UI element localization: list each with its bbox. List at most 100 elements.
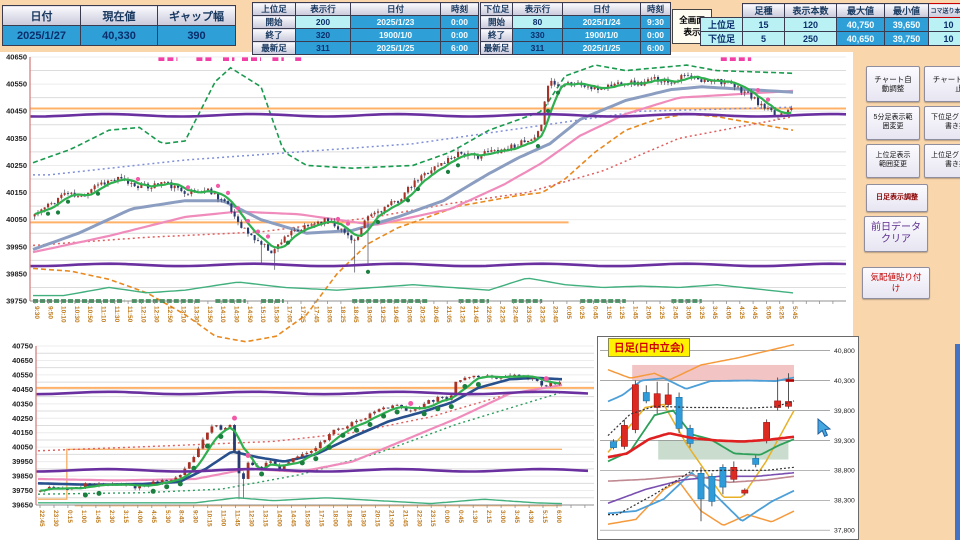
svg-text:18:25: 18:25 xyxy=(339,306,346,323)
svg-text:40550: 40550 xyxy=(6,80,27,89)
svg-text:39850: 39850 xyxy=(6,269,27,278)
svg-text:3:00: 3:00 xyxy=(499,510,506,523)
lower-title: 下位足 xyxy=(480,2,513,16)
svg-text:39,300: 39,300 xyxy=(834,438,855,445)
svg-text:1:30: 1:30 xyxy=(471,510,478,523)
lower-end-time: 0:00 xyxy=(640,28,671,42)
svg-text:13:15: 13:15 xyxy=(262,510,269,527)
svg-text:12:30: 12:30 xyxy=(248,510,255,527)
chart-auto-adjust-button[interactable]: チャート自動調整 xyxy=(866,66,920,102)
svg-text:21:05: 21:05 xyxy=(445,306,452,323)
redraw-upper-button[interactable]: 上位足グラフ表示書き換え xyxy=(924,144,960,178)
daily-chart-title: 日足(日中立会) xyxy=(608,338,690,357)
upper-start-time: 0:00 xyxy=(440,15,479,29)
col-header: 表示行 xyxy=(512,2,563,16)
col-header: 足種 xyxy=(742,3,785,18)
svg-text:5:45: 5:45 xyxy=(791,306,798,319)
svg-text:1:00: 1:00 xyxy=(80,510,87,523)
row-label: 最新足 xyxy=(480,41,513,55)
info-table: 日付 現在値 ギャップ幅 2025/1/27 40,330 390 xyxy=(2,5,236,46)
svg-text:40,800: 40,800 xyxy=(834,348,855,355)
svg-text:12:10: 12:10 xyxy=(139,306,146,323)
svg-text:2:30: 2:30 xyxy=(108,510,115,523)
chart-auto-stop-button[interactable]: チャート自動停止 xyxy=(924,66,960,102)
range-5min-button[interactable]: 5分足表示範囲変更 xyxy=(866,106,920,140)
svg-text:19:05: 19:05 xyxy=(366,306,373,323)
svg-text:3:05: 3:05 xyxy=(685,306,692,319)
upper-latest-date: 2025/1/25 xyxy=(350,41,441,55)
svg-text:13:30: 13:30 xyxy=(193,306,200,323)
col-header: 日付 xyxy=(562,2,641,16)
prev-day-clear-button[interactable]: 前日データ クリア xyxy=(864,216,928,252)
range-upper-button[interactable]: 上位足表示範囲変更 xyxy=(866,144,920,178)
svg-text:11:50: 11:50 xyxy=(126,306,133,323)
svg-text:0:45: 0:45 xyxy=(457,510,464,523)
upper-koma: 10 xyxy=(928,17,960,32)
svg-text:9:50: 9:50 xyxy=(46,306,53,319)
col-header: 時刻 xyxy=(640,2,671,16)
svg-text:39650: 39650 xyxy=(12,501,33,510)
redraw-lower-button[interactable]: 下位足グラフ表示書き換え xyxy=(924,106,960,140)
col-header-koma: コマ送り本数 xyxy=(928,3,960,18)
lower-bar-type: 5 xyxy=(742,31,785,46)
svg-text:5:05: 5:05 xyxy=(764,306,771,319)
svg-text:4:45: 4:45 xyxy=(150,510,157,523)
svg-text:10:10: 10:10 xyxy=(60,306,67,323)
svg-text:40,300: 40,300 xyxy=(834,378,855,385)
svg-text:40350: 40350 xyxy=(6,134,27,143)
col-header: 最小値 xyxy=(884,3,929,18)
mouse-cursor-icon xyxy=(817,418,832,437)
svg-text:40150: 40150 xyxy=(6,188,27,197)
svg-text:15:30: 15:30 xyxy=(272,306,279,323)
lower-end-date: 1900/1/0 xyxy=(562,28,641,42)
svg-text:11:00: 11:00 xyxy=(220,510,227,527)
svg-text:39850: 39850 xyxy=(12,472,33,481)
svg-text:9:30: 9:30 xyxy=(33,306,40,319)
svg-text:23:05: 23:05 xyxy=(525,306,532,323)
upper-start-row: 200 xyxy=(295,15,351,29)
lower-latest-date: 2025/1/25 xyxy=(562,41,641,55)
svg-text:22:05: 22:05 xyxy=(485,306,492,323)
upper-start-date: 2025/1/23 xyxy=(350,15,441,29)
lower-bar-count: 250 xyxy=(784,31,837,46)
svg-text:22:25: 22:25 xyxy=(498,306,505,323)
svg-text:39950: 39950 xyxy=(12,457,33,466)
svg-text:40050: 40050 xyxy=(6,215,27,224)
lower-start-row: 80 xyxy=(512,15,563,29)
svg-text:14:00: 14:00 xyxy=(276,510,283,527)
daily-adjust-button[interactable]: 日足表示調整 xyxy=(866,184,928,212)
fifteen-min-chart: 40750 40650 40550 40450 40350 40250 40150 40050… xyxy=(12,342,594,527)
svg-text:13:50: 13:50 xyxy=(206,306,213,323)
svg-text:23:15: 23:15 xyxy=(429,510,436,527)
svg-text:19:45: 19:45 xyxy=(392,306,399,323)
svg-text:5:15: 5:15 xyxy=(541,510,548,523)
lower-koma: 10 xyxy=(928,31,960,46)
svg-text:11:10: 11:10 xyxy=(100,306,107,323)
svg-text:38,800: 38,800 xyxy=(834,468,855,475)
svg-text:18:45: 18:45 xyxy=(352,306,359,323)
svg-text:40650: 40650 xyxy=(6,53,27,62)
col-header: 最大値 xyxy=(836,3,885,18)
svg-text:3:45: 3:45 xyxy=(513,510,520,523)
col-header: 日付 xyxy=(350,2,441,16)
svg-text:0:05: 0:05 xyxy=(565,306,572,319)
svg-text:22:30: 22:30 xyxy=(415,510,422,527)
svg-text:1:45: 1:45 xyxy=(631,306,638,319)
svg-text:3:45: 3:45 xyxy=(711,306,718,319)
svg-text:4:30: 4:30 xyxy=(527,510,534,523)
svg-text:38,300: 38,300 xyxy=(834,498,855,505)
quote-paste-button[interactable]: 気配値貼り付け xyxy=(862,267,930,299)
svg-text:2:45: 2:45 xyxy=(671,306,678,319)
svg-text:21:00: 21:00 xyxy=(387,510,394,527)
svg-text:40750: 40750 xyxy=(12,342,33,351)
svg-text:4:45: 4:45 xyxy=(751,306,758,319)
svg-text:4:25: 4:25 xyxy=(738,306,745,319)
row-label: 開始 xyxy=(480,15,513,29)
lower-end-row: 330 xyxy=(512,28,563,42)
lower-latest-row: 311 xyxy=(512,41,563,55)
svg-text:40450: 40450 xyxy=(12,385,33,394)
svg-text:22:45: 22:45 xyxy=(38,510,45,527)
svg-text:2:15: 2:15 xyxy=(485,510,492,523)
upper-bar-type: 15 xyxy=(742,17,785,32)
svg-text:17:25: 17:25 xyxy=(299,306,306,323)
